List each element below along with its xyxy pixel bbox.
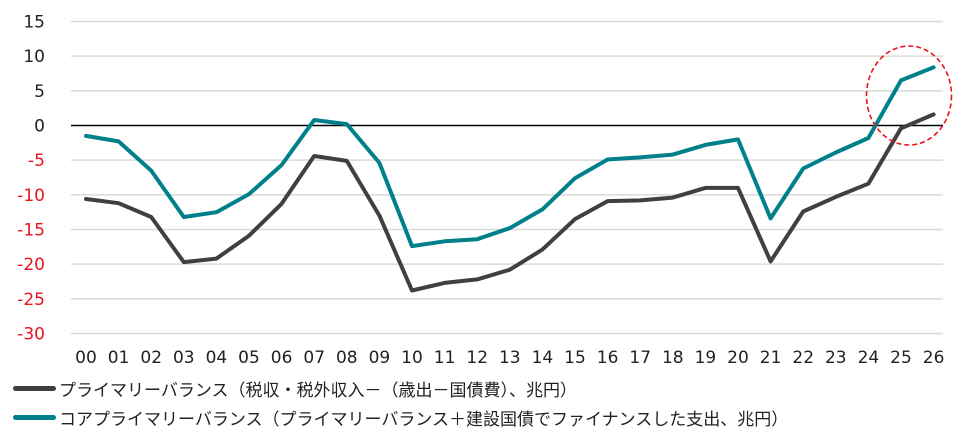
- x-tick-label: 15: [564, 348, 586, 368]
- x-tick-label: 08: [336, 348, 358, 368]
- y-tick-label: 10: [23, 47, 45, 67]
- x-tick-label: 25: [890, 348, 912, 368]
- x-tick-label: 07: [303, 348, 325, 368]
- y-tick-label: 15: [23, 13, 45, 33]
- legend-item-core-primary-balance: コアプライマリーバランス（プライマリーバランス＋建設国債でファイナンスした支出、…: [13, 405, 788, 430]
- series-line-primary-balance: [84, 112, 936, 293]
- x-axis-ticks: 00 01 02 03 04 05 06 07 08 09 10 11 12 13 14 15 16 17 18 19…: [75, 348, 944, 368]
- y-tick-label: -25: [17, 290, 45, 310]
- legend-label-core-primary-balance: コアプライマリーバランス（プライマリーバランス＋建設国債でファイナンスした支出、…: [59, 410, 789, 430]
- y-tick-label: -30: [17, 325, 45, 345]
- gridlines: [71, 20, 943, 335]
- y-tick-label: 0: [34, 117, 45, 137]
- x-tick-label: 01: [108, 348, 130, 368]
- legend-item-primary-balance: プライマリーバランス（税収・税外収入－（歳出－国債費）、兆円）: [13, 376, 577, 401]
- x-tick-label: 16: [597, 348, 619, 368]
- x-tick-label: 20: [727, 348, 749, 368]
- x-tick-label: 04: [206, 348, 228, 368]
- series-line-core-primary-balance: [84, 65, 936, 249]
- x-tick-label: 00: [75, 348, 97, 368]
- highlight-ellipse: [865, 45, 953, 146]
- x-tick-label: 21: [760, 348, 782, 368]
- series-lines: [84, 65, 936, 293]
- x-tick-label: 23: [825, 348, 847, 368]
- x-tick-label: 05: [238, 348, 260, 368]
- x-tick-label: 18: [662, 348, 684, 368]
- x-tick-label: 17: [629, 348, 651, 368]
- y-tick-label: -5: [28, 151, 45, 171]
- y-tick-label: -20: [17, 255, 45, 275]
- x-tick-label: 03: [173, 348, 195, 368]
- x-tick-label: 22: [792, 348, 814, 368]
- x-tick-label: 11: [434, 348, 456, 368]
- x-tick-label: 02: [140, 348, 162, 368]
- x-tick-label: 26: [923, 348, 945, 368]
- y-axis-ticks: 15 10 5 0 -5 -10 -15 -20 -25 -30: [17, 13, 45, 345]
- y-tick-label: -15: [17, 221, 45, 241]
- x-tick-label: 06: [271, 348, 293, 368]
- y-tick-label: 5: [34, 82, 45, 102]
- x-tick-label: 19: [695, 348, 717, 368]
- x-tick-label: 13: [499, 348, 521, 368]
- x-tick-label: 10: [401, 348, 423, 368]
- x-tick-label: 24: [858, 348, 880, 368]
- x-tick-label: 09: [369, 348, 391, 368]
- y-tick-label: -10: [17, 186, 45, 206]
- x-tick-label: 12: [466, 348, 488, 368]
- legend-label-primary-balance: プライマリーバランス（税収・税外収入－（歳出－国債費）、兆円）: [59, 381, 577, 401]
- legend-swatch-gray: [13, 386, 56, 391]
- x-tick-label: 14: [532, 348, 554, 368]
- legend-swatch-teal: [13, 415, 56, 420]
